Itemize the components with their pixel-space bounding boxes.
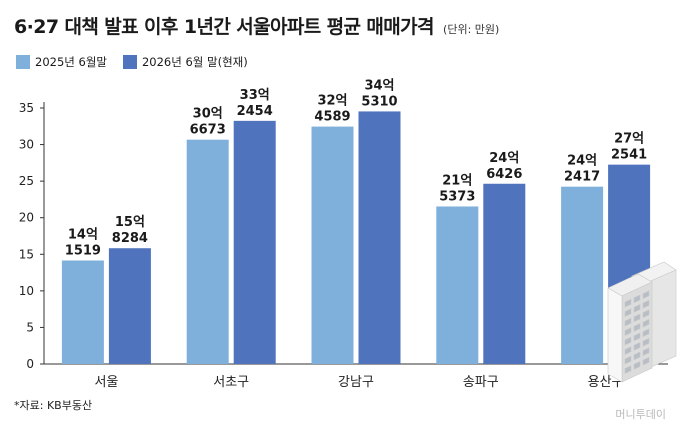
- legend-swatch-2025: [16, 55, 30, 69]
- legend-label-2026: 2026년 6월 말(현재): [141, 55, 248, 69]
- data-label-top: 14억: [68, 227, 98, 242]
- data-label-bottom: 1519: [65, 243, 101, 258]
- legend-item-2026: 2026년 6월 말(현재): [122, 54, 248, 70]
- data-label-bottom: 5310: [361, 94, 397, 109]
- data-label-bottom: 5373: [439, 189, 475, 204]
- data-label-top: 27억: [614, 132, 644, 147]
- data-label-top: 15억: [115, 215, 145, 230]
- legend-label-2025: 2025년 6월말: [35, 55, 107, 69]
- bar: [561, 186, 604, 364]
- legend: 2025년 6월말 2026년 6월 말(현재): [16, 54, 264, 70]
- y-tick-label: 0: [26, 357, 34, 371]
- data-label-top: 32억: [317, 94, 347, 109]
- bar: [358, 111, 401, 365]
- data-label-bottom: 4589: [314, 110, 350, 125]
- data-label-bottom: 8284: [112, 231, 148, 246]
- y-tick-label: 30: [19, 138, 34, 152]
- x-tick-label: 서울: [94, 375, 118, 390]
- source-note: *자료: KB부동산: [14, 399, 93, 412]
- bar: [108, 248, 151, 364]
- x-tick-label: 용산구: [588, 375, 624, 390]
- title-row: 6·27 대책 발표 이후 1년간 서울아파트 평균 매매가격 (단위: 만원): [14, 12, 499, 39]
- legend-item-2025: 2025년 6월말: [16, 54, 107, 70]
- data-label-top: 30억: [193, 107, 223, 122]
- data-label-bottom: 6426: [486, 167, 522, 182]
- bar: [186, 139, 229, 364]
- data-label-top: 24억: [489, 151, 519, 166]
- y-tick-label: 20: [19, 211, 34, 225]
- data-label-bottom: 2417: [564, 170, 600, 185]
- apartment-building-icon: [607, 261, 677, 383]
- x-tick-label: 송파구: [463, 375, 499, 390]
- bar: [436, 206, 479, 364]
- chart-title: 6·27 대책 발표 이후 1년간 서울아파트 평균 매매가격: [14, 16, 435, 38]
- bar: [311, 126, 354, 364]
- bar: [483, 183, 526, 364]
- data-label-top: 33억: [240, 88, 270, 103]
- legend-swatch-2026: [122, 55, 137, 69]
- data-label-top: 21억: [442, 173, 472, 188]
- data-label-bottom: 2541: [611, 148, 647, 163]
- x-tick-label: 강남구: [338, 375, 374, 390]
- y-tick-label: 25: [19, 174, 34, 188]
- data-label-top: 24억: [567, 154, 597, 169]
- data-label-top: 34억: [364, 78, 394, 93]
- chart-subtitle: (단위: 만원): [443, 23, 500, 36]
- y-tick-label: 5: [26, 320, 34, 334]
- x-tick-label: 서초구: [213, 375, 249, 390]
- y-tick-label: 10: [19, 284, 34, 298]
- bar: [233, 120, 276, 364]
- bar: [61, 260, 104, 364]
- y-tick-label: 35: [19, 101, 34, 115]
- data-label-bottom: 2454: [237, 104, 273, 119]
- data-label-bottom: 6673: [190, 123, 226, 138]
- watermark: 머니투데이: [615, 408, 666, 421]
- y-tick-label: 15: [19, 247, 34, 261]
